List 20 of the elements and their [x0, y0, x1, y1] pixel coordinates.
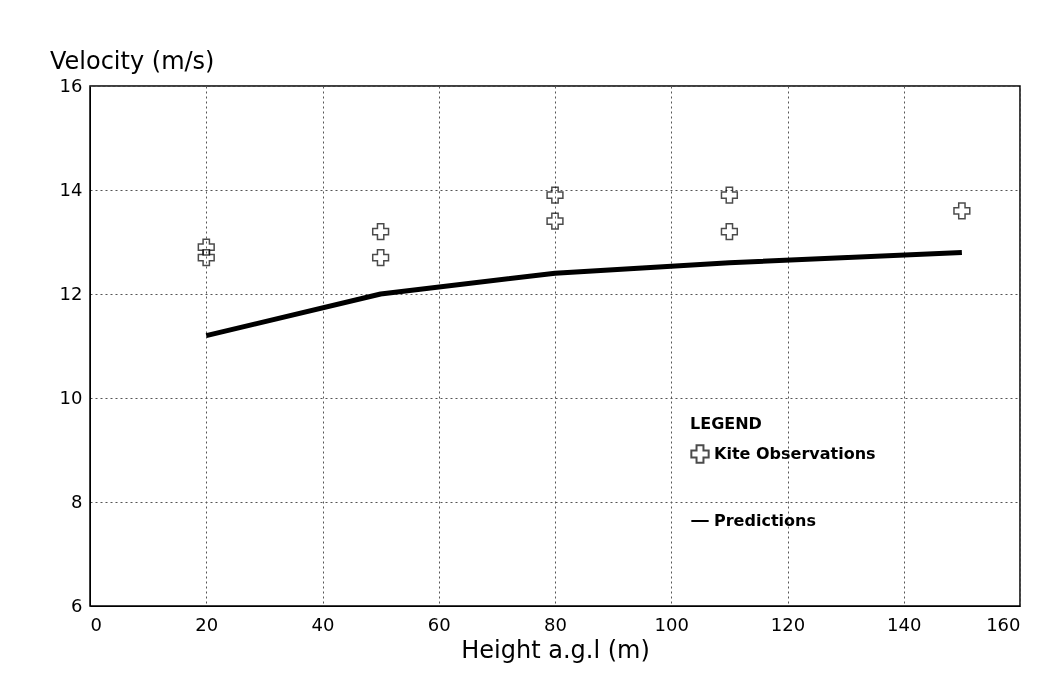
x-tick-label: 100	[654, 613, 689, 635]
x-tick-label: 40	[311, 613, 335, 635]
x-tick-label: 20	[195, 613, 219, 635]
x-tick-label: 60	[427, 613, 451, 635]
y-tick-label: 10	[59, 386, 83, 408]
y-tick-label: 8	[71, 490, 83, 512]
x-tick-label: 0	[90, 613, 102, 635]
legend-label: Kite Observations	[714, 444, 876, 463]
legend-label: Predictions	[714, 511, 816, 530]
x-tick-label: 80	[544, 613, 567, 635]
y-tick-label: 16	[59, 74, 83, 96]
legend-title: LEGEND	[690, 414, 762, 433]
y-tick-label: 12	[59, 282, 83, 304]
x-axis-title: Height a.g.l (m)	[461, 635, 650, 664]
x-tick-label: 120	[770, 613, 806, 635]
x-tick-label: 160	[986, 613, 1021, 635]
y-tick-label: 6	[71, 594, 83, 616]
y-axis-title: Velocity (m/s)	[50, 47, 215, 75]
y-tick-label: 14	[59, 178, 83, 200]
x-tick-label: 140	[887, 613, 922, 635]
